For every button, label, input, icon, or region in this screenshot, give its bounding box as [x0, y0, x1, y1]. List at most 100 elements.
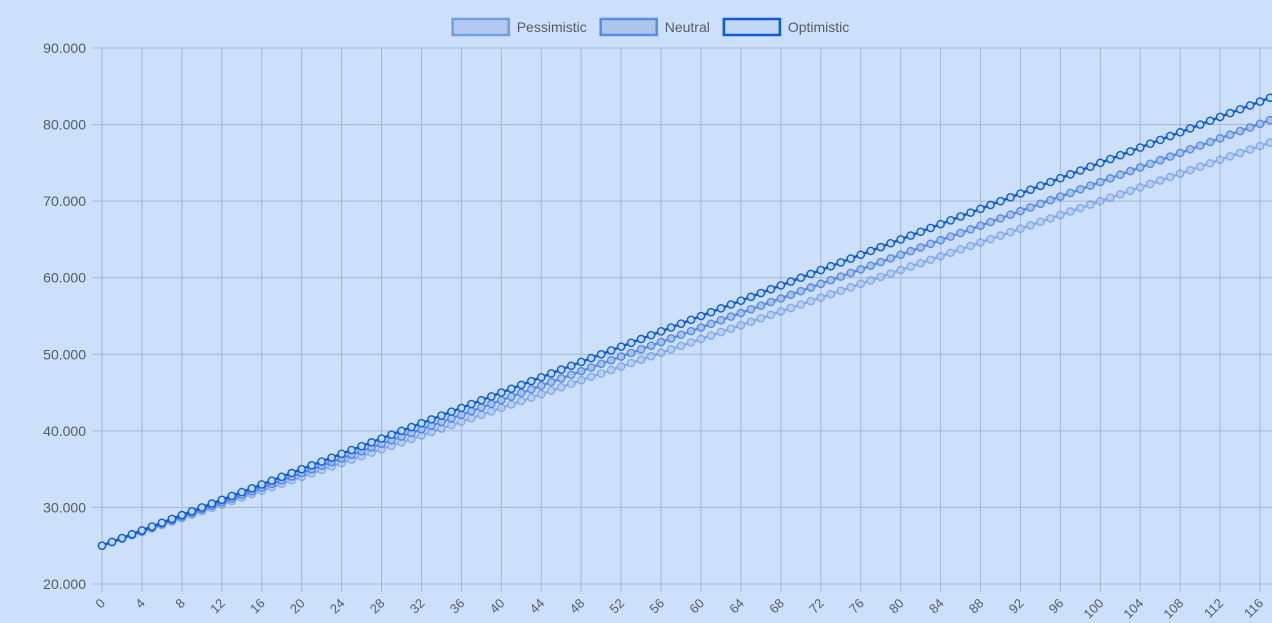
x-tick-label: 72	[806, 596, 827, 617]
data-point	[327, 453, 336, 462]
data-point	[556, 382, 566, 392]
data-point	[1195, 141, 1205, 150]
data-point	[696, 334, 706, 344]
data-point	[616, 342, 626, 351]
data-point	[517, 396, 526, 406]
data-point	[1195, 162, 1205, 171]
y-tick-label: 80.000	[43, 117, 86, 133]
data-point	[886, 269, 895, 278]
data-point	[676, 319, 686, 328]
data-point	[387, 430, 396, 439]
data-point	[956, 245, 965, 254]
x-tick-label: 40	[487, 596, 508, 617]
data-point	[766, 310, 776, 320]
data-point	[556, 365, 566, 374]
y-tick-label: 50.000	[43, 346, 86, 362]
data-point	[946, 215, 955, 225]
data-point	[736, 308, 746, 318]
data-point	[157, 518, 167, 528]
data-point	[936, 251, 945, 261]
data-point	[1076, 166, 1085, 175]
data-point	[586, 363, 596, 372]
data-point	[1235, 104, 1245, 114]
data-point	[626, 338, 636, 348]
data-point	[976, 204, 985, 214]
data-point	[836, 272, 846, 281]
data-point	[996, 231, 1005, 240]
data-point	[536, 381, 546, 390]
legend-item-pessimistic[interactable]: Pessimistic	[451, 17, 587, 37]
x-tick-label: 36	[447, 596, 468, 617]
data-point	[187, 506, 197, 516]
data-point	[427, 415, 436, 424]
data-point	[866, 246, 876, 256]
data-point	[776, 307, 786, 316]
data-point	[1225, 130, 1235, 140]
data-point	[1145, 179, 1155, 189]
data-point	[467, 413, 476, 423]
data-point	[956, 228, 965, 238]
data-point	[1086, 181, 1095, 190]
data-point	[147, 522, 157, 531]
data-point	[766, 297, 776, 307]
data-point	[766, 284, 776, 294]
data-point	[497, 395, 506, 405]
data-point	[487, 392, 496, 401]
data-point	[816, 293, 826, 302]
data-point	[776, 294, 786, 303]
y-tick-label: 90.000	[43, 40, 86, 56]
x-tick-label: 92	[1006, 596, 1027, 617]
x-tick-label: 80	[886, 596, 907, 617]
data-point	[1026, 220, 1035, 230]
data-point	[836, 258, 846, 267]
data-point	[856, 250, 866, 260]
data-point	[966, 241, 975, 251]
legend-label: Optimistic	[788, 19, 849, 35]
data-point	[916, 227, 925, 237]
y-tick-label: 40.000	[43, 423, 86, 439]
data-point	[666, 345, 676, 354]
data-point	[217, 495, 227, 505]
data-point	[357, 441, 366, 451]
data-point	[706, 331, 716, 340]
data-point	[656, 327, 666, 336]
data-point	[477, 403, 486, 412]
data-point	[1046, 177, 1055, 187]
data-point	[676, 341, 686, 351]
x-tick-label: 8	[172, 596, 188, 612]
data-point	[397, 426, 406, 436]
legend-label: Pessimistic	[517, 19, 587, 35]
data-point	[796, 300, 806, 309]
x-tick-label: 116	[1241, 596, 1266, 621]
x-gridlines	[101, 48, 1261, 592]
data-point	[986, 200, 995, 210]
data-point	[1046, 195, 1055, 205]
data-point	[796, 286, 806, 296]
y-gridlines	[92, 47, 1272, 585]
data-point	[1006, 210, 1015, 220]
data-point	[606, 355, 616, 365]
data-point	[417, 418, 426, 428]
data-point	[926, 239, 935, 249]
data-point	[1245, 145, 1255, 154]
data-point	[1255, 119, 1265, 129]
data-point	[1106, 154, 1115, 164]
data-point	[566, 370, 576, 380]
data-point	[457, 417, 466, 426]
data-point	[1066, 188, 1075, 198]
data-point	[267, 476, 277, 485]
x-tick-label: 108	[1160, 596, 1186, 622]
data-point	[966, 208, 975, 217]
legend-item-neutral[interactable]: Neutral	[599, 17, 710, 37]
legend-item-optimistic[interactable]: Optimistic	[722, 17, 849, 37]
data-point	[976, 221, 985, 230]
data-point	[536, 372, 546, 382]
data-point	[666, 323, 676, 332]
data-point	[1155, 135, 1165, 145]
data-point	[97, 541, 107, 551]
data-point	[377, 434, 386, 443]
data-point	[536, 389, 546, 399]
data-point	[826, 275, 836, 285]
data-point	[596, 349, 606, 359]
x-tick-label: 104	[1120, 596, 1146, 622]
